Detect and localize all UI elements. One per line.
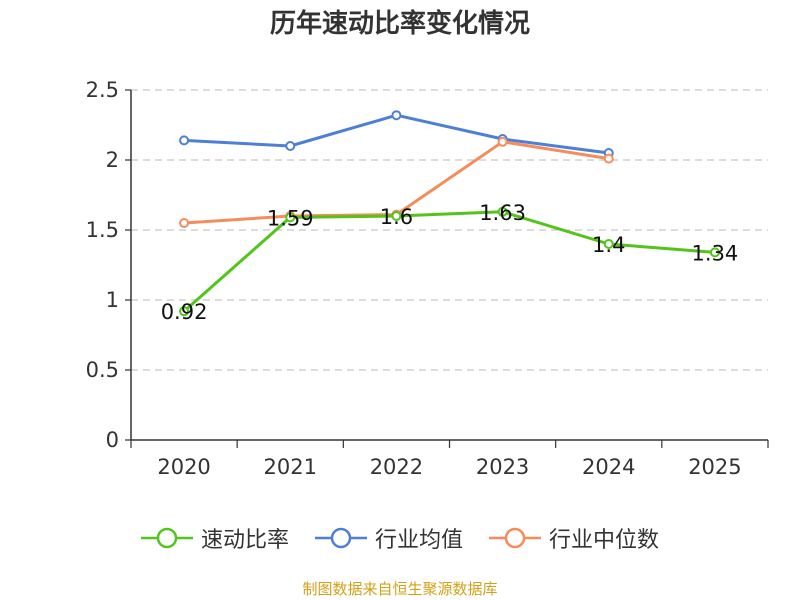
x-tick-label: 2022 <box>370 455 423 479</box>
data-label: 1.6 <box>380 205 413 229</box>
data-point[interactable] <box>709 247 720 258</box>
data-point[interactable] <box>179 218 190 228</box>
x-tick-label: 2020 <box>157 455 210 479</box>
data-point[interactable] <box>391 211 402 221</box>
data-point[interactable] <box>391 110 402 121</box>
data-label: 1.63 <box>479 201 526 225</box>
data-label: 1.34 <box>692 241 739 265</box>
data-point[interactable] <box>603 153 614 164</box>
y-tick-label: 2 <box>106 148 119 172</box>
grid-lines <box>131 89 768 371</box>
legend-label: 行业均值 <box>374 528 463 553</box>
data-point[interactable] <box>285 212 296 223</box>
chart-title: 历年速动比率变化情况 <box>269 9 530 39</box>
data-labels: 0.92 1.59 1.6 1.63 1.4 1.34 <box>161 201 739 324</box>
legend-line-icon <box>314 527 367 549</box>
data-point[interactable] <box>179 306 190 317</box>
data-label: 1.4 <box>592 233 625 257</box>
data-point[interactable] <box>285 141 296 151</box>
data-point[interactable] <box>603 239 614 249</box>
legend-line-icon <box>489 527 541 549</box>
legend: 速动比率 行业均值 行业中位数 <box>0 518 800 558</box>
legend-dot <box>504 527 526 549</box>
legend-item[interactable]: 行业均值 <box>314 522 463 554</box>
x-tick-label: 2023 <box>476 455 529 479</box>
legend-label: 行业中位数 <box>549 528 660 553</box>
x-tick-label: 2021 <box>264 455 317 479</box>
y-tick-label: 1.5 <box>86 218 119 242</box>
axes: 0 0.5 1 1.5 2 2.5 2020 2021 2022 2023 2024 2025 <box>86 78 769 479</box>
x-tick-label: 2025 <box>688 455 741 479</box>
legend-item[interactable]: 速动比率 <box>140 522 289 554</box>
data-point[interactable] <box>179 135 190 146</box>
x-tick-label: 2024 <box>582 455 635 479</box>
data-label: 1.59 <box>267 206 314 230</box>
legend-dot <box>330 527 352 549</box>
source-note: 制图数据来自恒生聚源数据库 <box>302 580 498 598</box>
series-0 <box>179 206 720 317</box>
y-tick-label: 1 <box>106 288 119 312</box>
series-lines <box>179 110 720 317</box>
y-tick-label: 0.5 <box>86 358 119 382</box>
legend-dot <box>156 527 178 549</box>
series-line <box>183 210 716 313</box>
legend-label: 速动比率 <box>200 528 289 553</box>
data-point[interactable] <box>497 136 508 147</box>
legend-item[interactable]: 行业中位数 <box>489 522 659 554</box>
data-point[interactable] <box>497 206 508 217</box>
y-tick-label: 0 <box>106 428 119 452</box>
legend-line-icon <box>140 527 193 549</box>
data-label: 0.92 <box>161 300 208 324</box>
y-tick-label: 2.5 <box>86 78 119 102</box>
